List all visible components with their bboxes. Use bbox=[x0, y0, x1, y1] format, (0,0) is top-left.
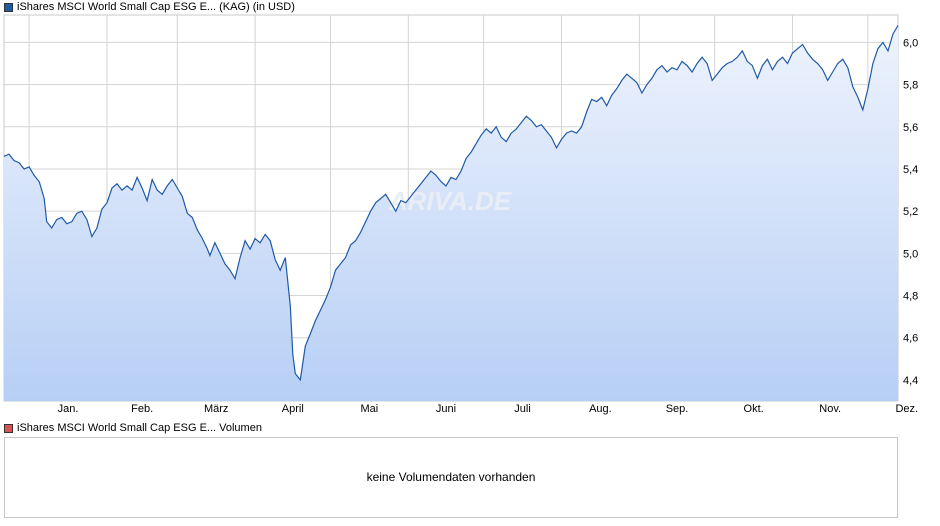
x-tick-label: Aug. bbox=[589, 403, 612, 415]
no-volume-message: keine Volumendaten vorhanden bbox=[366, 470, 536, 484]
y-tick-label: 5,4 bbox=[903, 164, 918, 176]
x-tick-label: Juni bbox=[436, 403, 456, 415]
x-tick-label: Feb. bbox=[131, 403, 153, 415]
watermark: ARIVA.DE bbox=[388, 186, 512, 216]
x-tick-label: Mai bbox=[361, 403, 379, 415]
x-tick-label: Juli bbox=[514, 403, 531, 415]
x-tick-label: Sep. bbox=[666, 403, 689, 415]
price-legend: iShares MSCI World Small Cap ESG E... (K… bbox=[4, 0, 295, 14]
price-line bbox=[3, 25, 899, 382]
volume-series-swatch bbox=[4, 423, 13, 433]
x-tick-label: Nov. bbox=[819, 403, 841, 415]
price-area-fill bbox=[4, 25, 898, 401]
price-chart: ARIVA.DE 4,4 4,6 4,8 5,0 5,2 5,4 5,6 5,8 6,0 Jan… bbox=[3, 14, 918, 415]
y-tick-label: 6,0 bbox=[903, 37, 918, 49]
y-tick-label: 5,6 bbox=[903, 122, 918, 134]
y-tick-label: 4,6 bbox=[903, 333, 918, 345]
x-tick-label: Dez. bbox=[895, 403, 918, 415]
y-tick-label: 5,8 bbox=[903, 80, 918, 92]
price-legend-label: iShares MSCI World Small Cap ESG E... (K… bbox=[17, 1, 295, 13]
x-tick-label: Jan. bbox=[58, 403, 79, 415]
y-tick-label: 4,8 bbox=[903, 291, 918, 303]
price-series-swatch bbox=[4, 2, 13, 12]
volume-legend-label: iShares MSCI World Small Cap ESG E... Vo… bbox=[17, 422, 262, 434]
x-tick-label: April bbox=[282, 403, 304, 415]
y-axis-labels: 4,4 4,6 4,8 5,0 5,2 5,4 5,6 5,8 6,0 bbox=[903, 37, 918, 386]
x-axis-labels: Jan. Feb. März April Mai Juni Juli Aug. Sep. Okt.… bbox=[58, 403, 918, 415]
x-tick-label: Okt. bbox=[744, 403, 764, 415]
y-tick-label: 4,4 bbox=[903, 375, 918, 387]
y-tick-label: 5,2 bbox=[903, 206, 918, 218]
y-tick-label: 5,0 bbox=[903, 248, 918, 260]
volume-panel: keine Volumendaten vorhanden bbox=[4, 437, 898, 518]
x-tick-label: März bbox=[204, 403, 228, 415]
volume-legend: iShares MSCI World Small Cap ESG E... Vo… bbox=[4, 421, 262, 435]
